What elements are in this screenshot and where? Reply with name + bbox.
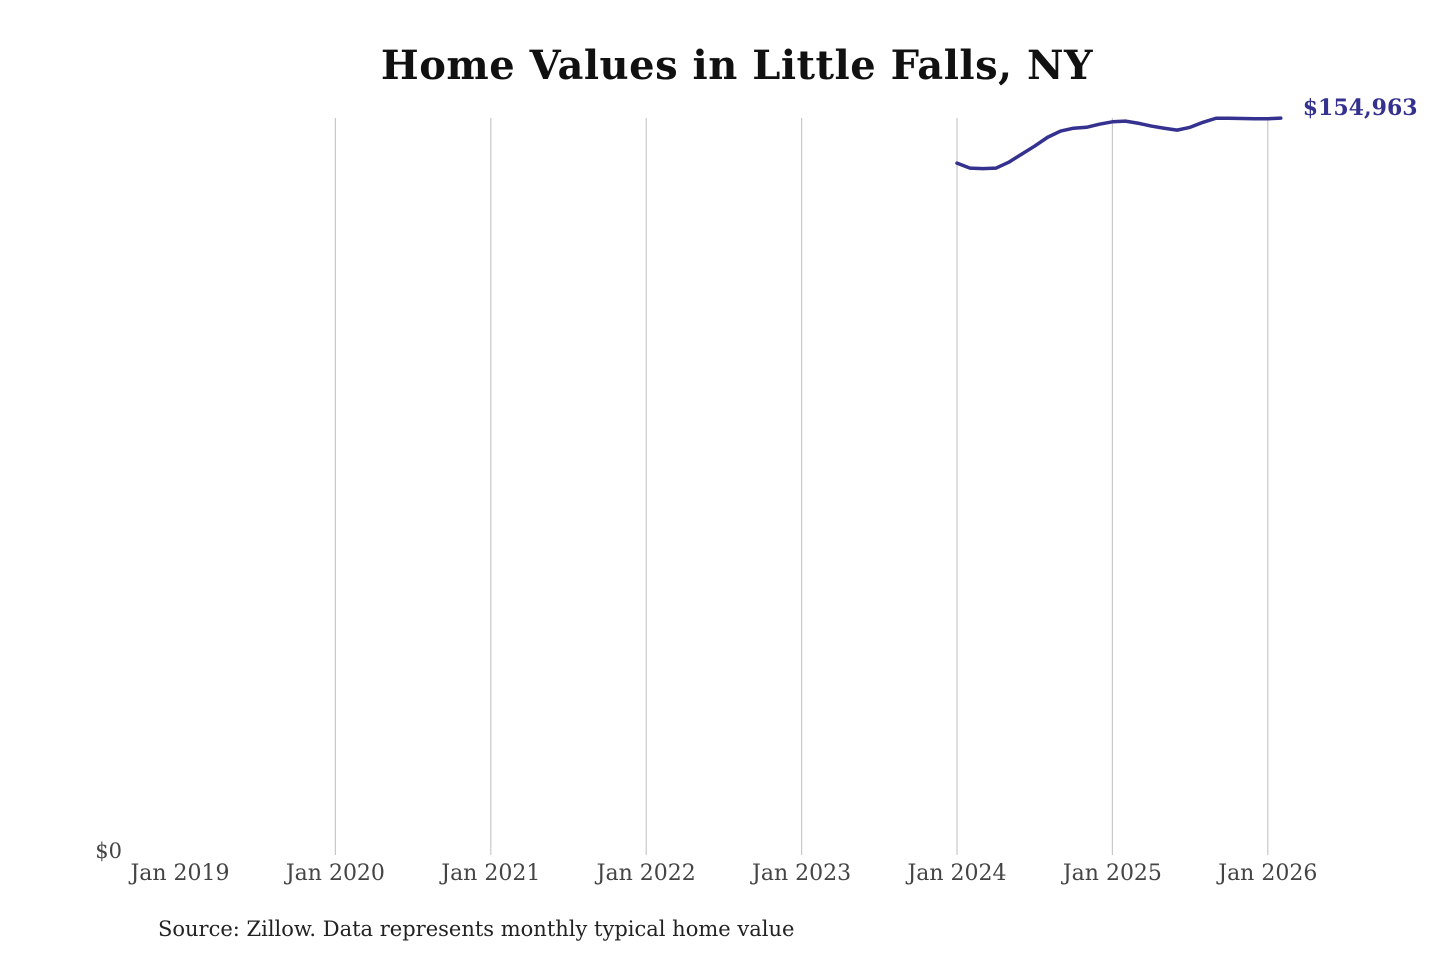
- source-note: Source: Zillow. Data represents monthly …: [158, 917, 795, 941]
- y-tick-label: $0: [95, 839, 122, 863]
- x-tick-label: Jan 2025: [1061, 861, 1162, 886]
- x-tick-label: Jan 2023: [750, 861, 851, 886]
- x-tick-label: Jan 2021: [439, 861, 540, 886]
- end-value-label: $154,963: [1303, 95, 1418, 121]
- x-tick-label: Jan 2020: [284, 861, 385, 886]
- series-line: [955, 116, 1283, 171]
- x-tick-label: Jan 2022: [595, 861, 696, 886]
- x-tick-label: Jan 2026: [1216, 861, 1317, 886]
- chart-title: Home Values in Little Falls, NY: [380, 42, 1094, 89]
- x-tick-label: Jan 2024: [905, 861, 1006, 886]
- x-tick-label: Jan 2019: [128, 861, 229, 886]
